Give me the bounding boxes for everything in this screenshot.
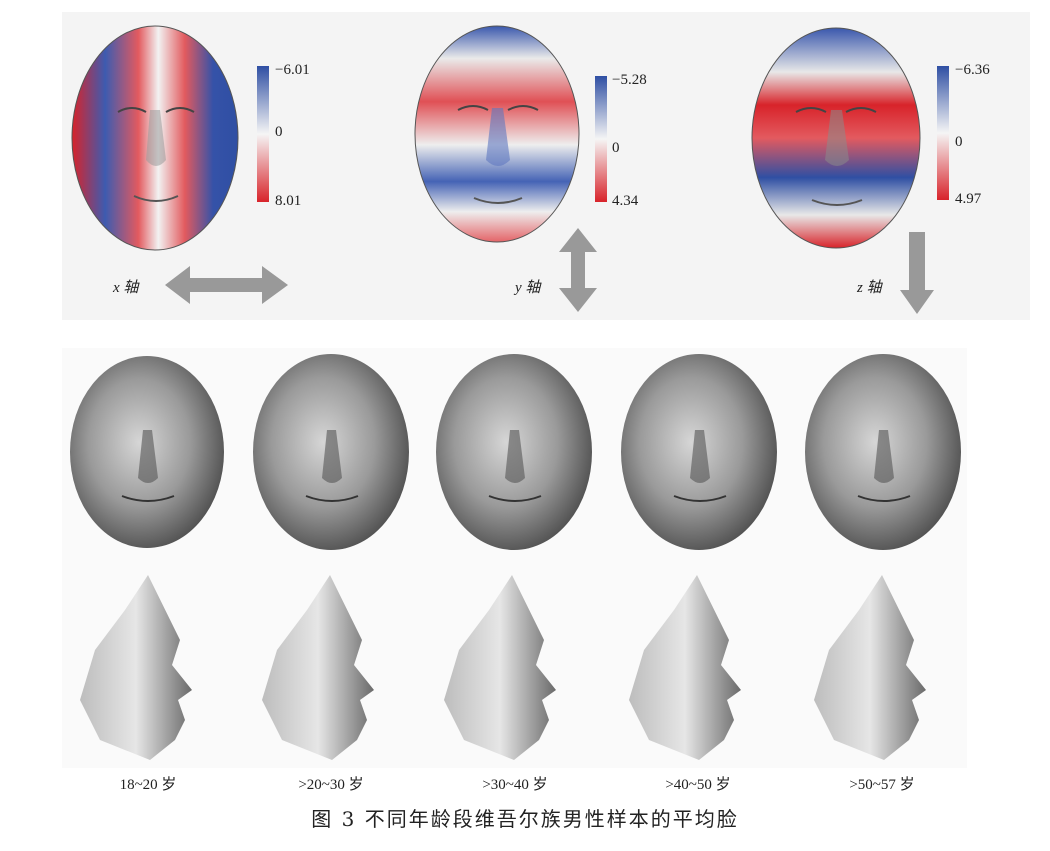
figure-caption: 图 3 不同年龄段维吾尔族男性样本的平均脸: [311, 807, 739, 831]
colorbar-y-min-label: 4.34: [612, 193, 639, 209]
front-face-20-30: [253, 354, 409, 550]
side-face-30-40: [444, 575, 556, 760]
heatmap-face-x: [71, 25, 239, 251]
colorbar-y-max-label: −5.28: [612, 72, 647, 88]
colorbar-x-zero-label: 0: [275, 124, 283, 140]
front-face-18-20: [70, 356, 224, 548]
colorbar-x-min-label: 8.01: [275, 193, 302, 209]
colorbar-z-min-label: 4.97: [955, 191, 982, 207]
front-face-30-40: [436, 354, 592, 550]
heatmap-face-z: [751, 27, 921, 249]
arrow-down-icon: [900, 232, 934, 314]
side-faces: [80, 575, 926, 760]
axis-label-y: y 轴: [515, 280, 541, 296]
age-label-50-57: >50~57 岁: [849, 777, 915, 793]
front-face-50-57: [805, 354, 961, 550]
age-label-20-30: >20~30 岁: [298, 777, 364, 793]
axis-label-x: x 轴: [113, 280, 139, 296]
front-face-40-50: [621, 354, 777, 550]
front-faces: [70, 354, 961, 550]
age-label-40-50: >40~50 岁: [665, 777, 731, 793]
double-arrow-vertical-icon: [559, 228, 597, 312]
side-face-18-20: [80, 575, 192, 760]
side-face-40-50: [629, 575, 741, 760]
double-arrow-horizontal-icon: [165, 266, 288, 304]
age-label-18-20: 18~20 岁: [119, 777, 177, 793]
side-face-50-57: [814, 575, 926, 760]
colorbar-x-max-label: −6.01: [275, 62, 310, 78]
side-face-20-30: [262, 575, 374, 760]
age-label-30-40: >30~40 岁: [482, 777, 548, 793]
colorbar-z-zero-label: 0: [955, 134, 963, 150]
colorbar-y-zero-label: 0: [612, 140, 620, 156]
colorbar-z-max-label: −6.36: [955, 62, 990, 78]
axis-label-z: z 轴: [857, 280, 882, 296]
heatmap-face-y: [414, 25, 580, 243]
colorbar-z: [937, 66, 949, 200]
colorbar-x: [257, 66, 269, 202]
colorbar-y: [595, 76, 607, 202]
